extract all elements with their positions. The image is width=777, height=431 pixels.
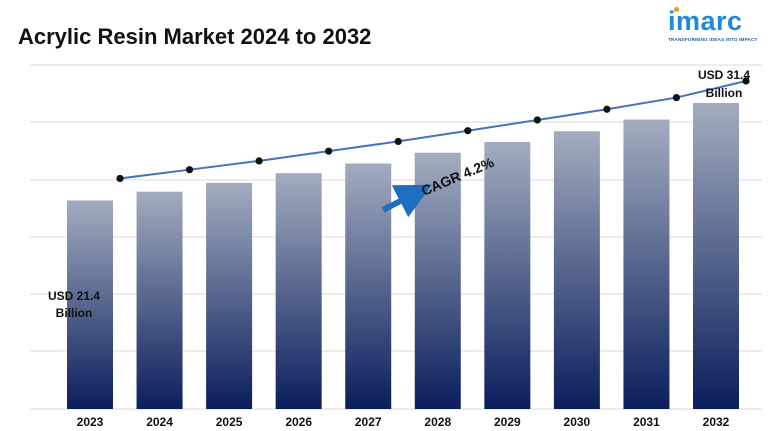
bar-2023 bbox=[67, 200, 113, 409]
bars bbox=[67, 103, 739, 410]
x-tick-2030: 2030 bbox=[564, 415, 591, 429]
bar-2024 bbox=[136, 191, 183, 409]
end-value-label: USD 31.4 bbox=[698, 68, 750, 82]
bar-2031 bbox=[623, 119, 670, 409]
trend-point-2024 bbox=[185, 166, 194, 174]
x-tick-2023: 2023 bbox=[77, 415, 104, 429]
chart-title: Acrylic Resin Market 2024 to 2032 bbox=[18, 24, 372, 49]
x-tick-2032: 2032 bbox=[703, 415, 730, 429]
bar-2032 bbox=[693, 103, 739, 409]
x-tick-2024: 2024 bbox=[146, 415, 173, 429]
logo-dot-icon bbox=[674, 7, 679, 12]
bar-2025 bbox=[206, 182, 253, 409]
trend-point-2025 bbox=[255, 157, 263, 165]
bar-2027 bbox=[345, 163, 392, 409]
imarc-logo: imarc TRANSFORMING IDEAS INTO IMPACT bbox=[668, 6, 768, 46]
logo-brand: imarc bbox=[668, 6, 743, 36]
x-tick-2028: 2028 bbox=[424, 415, 451, 429]
trend-point-2030 bbox=[603, 105, 611, 113]
logo-tagline: TRANSFORMING IDEAS INTO IMPACT bbox=[668, 37, 758, 42]
end-unit-label: Billion bbox=[706, 86, 743, 100]
x-tick-2026: 2026 bbox=[285, 415, 312, 429]
x-tick-labels: 2023 2024 2025 2026 2027 2028 2029 2030 2031 2032 bbox=[77, 415, 730, 429]
trend-point-2023 bbox=[116, 174, 124, 183]
x-tick-2029: 2029 bbox=[494, 415, 521, 429]
start-unit-label: Billion bbox=[56, 306, 93, 320]
trend-point-2032 bbox=[742, 77, 750, 85]
trend-point-2031 bbox=[672, 93, 681, 102]
trend-point-2026 bbox=[325, 147, 333, 155]
trend-line-path bbox=[119, 80, 747, 180]
bar-2029 bbox=[484, 141, 531, 409]
x-tick-2031: 2031 bbox=[633, 415, 660, 429]
start-value-label: USD 21.4 bbox=[48, 289, 100, 303]
x-tick-2027: 2027 bbox=[355, 415, 382, 429]
trend-point-2029 bbox=[533, 116, 541, 124]
x-tick-2025: 2025 bbox=[216, 415, 243, 429]
trend-line bbox=[116, 77, 750, 183]
bar-2026 bbox=[275, 173, 322, 409]
bar-2030 bbox=[553, 131, 600, 409]
cagr-arrow-icon bbox=[381, 184, 433, 218]
trend-point-2028 bbox=[464, 127, 472, 135]
trend-point-2027 bbox=[394, 137, 402, 146]
